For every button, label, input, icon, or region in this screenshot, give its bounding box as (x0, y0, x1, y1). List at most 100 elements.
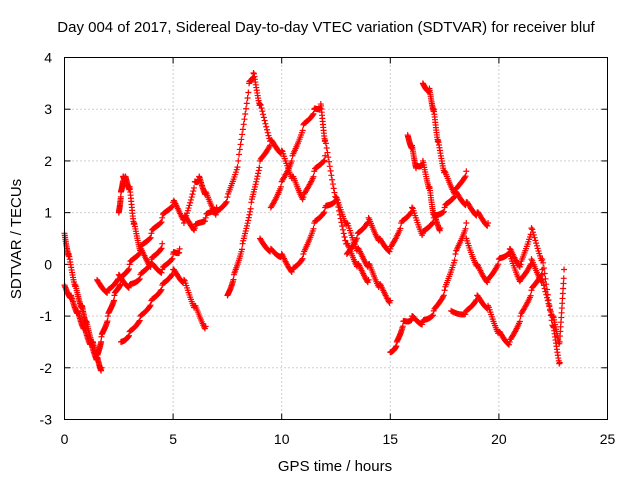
x-tick-label: 15 (383, 431, 399, 447)
y-tick-label: -1 (40, 308, 53, 324)
data-point-marker (387, 297, 394, 304)
data-point-marker (517, 313, 524, 320)
data-point-marker (238, 246, 245, 253)
y-axis-title: SDTVAR / TECUs (8, 179, 25, 299)
data-point-marker (533, 242, 540, 249)
data-point-marker (125, 333, 132, 340)
data-point-marker (278, 147, 285, 154)
data-point-marker (340, 230, 347, 237)
series-sat-b (61, 282, 105, 374)
data-point-marker (104, 318, 111, 325)
chart-title: Day 004 of 2017, Sidereal Day-to-day VTE… (57, 19, 595, 36)
data-point-marker (126, 265, 133, 272)
data-point-marker (262, 120, 269, 127)
x-tick-label: 20 (491, 431, 507, 447)
data-point-marker (236, 146, 243, 153)
data-point-marker (300, 194, 307, 201)
data-point-marker (544, 297, 551, 304)
data-point-marker (159, 214, 166, 221)
data-point-marker (237, 141, 244, 148)
data-point-marker (242, 110, 249, 117)
data-point-marker (168, 256, 175, 263)
x-axis-title: GPS time / hours (278, 458, 392, 475)
data-point-marker (255, 167, 262, 174)
data-point-marker (541, 270, 548, 277)
data-point-marker (516, 318, 523, 325)
data-point-marker (135, 318, 142, 325)
data-point-marker (159, 240, 166, 247)
data-point-marker (339, 226, 346, 233)
data-point-marker (252, 181, 259, 188)
data-point-marker (326, 163, 333, 170)
data-point-marker (126, 261, 133, 268)
data-point-marker (234, 164, 241, 171)
data-point-marker (245, 89, 252, 96)
data-point-marker (541, 285, 548, 292)
y-tick-label: -3 (40, 412, 53, 428)
data-point-marker (245, 214, 252, 221)
data-point-marker (239, 131, 246, 138)
data-point-marker (168, 272, 175, 279)
data-point-marker (158, 286, 165, 293)
data-point-marker (463, 168, 470, 175)
data-point-marker (440, 209, 447, 216)
data-point-marker (261, 117, 268, 124)
data-point-marker (169, 255, 176, 262)
data-point-marker (451, 257, 458, 264)
series-sat-f (180, 70, 274, 226)
data-point-marker (136, 276, 143, 283)
data-point-marker (321, 209, 328, 216)
data-point-marker (320, 210, 327, 217)
data-point-marker (429, 312, 436, 319)
data-point-marker (353, 235, 360, 242)
data-points (61, 70, 568, 374)
data-point-marker (419, 321, 426, 328)
data-point-marker (531, 234, 538, 241)
data-point-marker (321, 157, 328, 164)
x-tick-label: 0 (61, 431, 69, 447)
grid (64, 57, 608, 420)
data-point-marker (329, 181, 336, 188)
data-point-marker (238, 136, 245, 143)
series-sat-c (115, 173, 183, 276)
data-point-marker (188, 194, 195, 201)
data-point-marker (461, 174, 468, 181)
data-point-marker (326, 158, 333, 165)
data-point-marker (189, 191, 196, 198)
data-point-marker (191, 225, 198, 232)
data-point-marker (320, 158, 327, 165)
data-point-marker (240, 121, 247, 128)
data-point-marker (462, 225, 469, 232)
series-sat-i (256, 194, 394, 306)
data-point-marker (248, 199, 255, 206)
data-point-marker (540, 259, 547, 266)
data-point-marker (243, 105, 250, 112)
axis-ticks: 0 5 10 15 20 25 -3 -2 -1 0 1 2 3 4 (40, 50, 616, 448)
data-point-marker (263, 126, 270, 133)
data-point-marker (328, 172, 335, 179)
data-point-marker (532, 237, 539, 244)
data-point-marker (187, 199, 194, 206)
data-point-marker (98, 338, 105, 345)
data-point-marker (247, 205, 254, 212)
data-point-marker (365, 276, 372, 283)
data-point-marker (246, 211, 253, 218)
data-point-marker (259, 108, 266, 115)
series-sat-l (404, 132, 444, 234)
data-point-marker (540, 279, 547, 286)
data-point-marker (245, 217, 252, 224)
x-tick-label: 5 (169, 431, 177, 447)
data-point-marker (255, 170, 262, 177)
y-tick-label: -2 (40, 360, 53, 376)
data-point-marker (485, 219, 492, 226)
data-point-marker (397, 225, 404, 232)
data-point-marker (256, 164, 263, 171)
data-point-marker (429, 220, 436, 227)
data-point-marker (325, 154, 332, 161)
data-point-marker (341, 234, 348, 241)
data-point-marker (547, 306, 554, 313)
data-point-marker (244, 94, 251, 101)
series-sat-j (343, 168, 470, 258)
data-point-marker (256, 101, 263, 108)
data-point-marker (441, 204, 448, 211)
